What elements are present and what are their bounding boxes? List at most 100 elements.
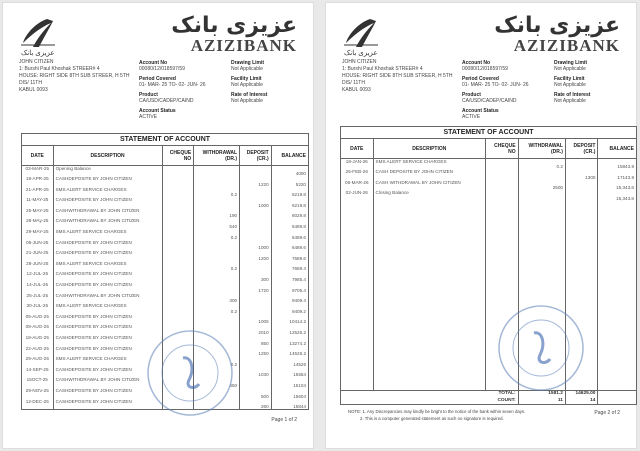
- column-header: WITHDRAWAL (DR.): [193, 145, 241, 166]
- product: CA/USD/CADEP/CAIND: [139, 98, 194, 104]
- table-row: 18-APR-25 CASHDEPOSITE BY JOHN CITIZEN 122…: [21, 176, 310, 187]
- table-row: 14-JUL-25 CASHDEPOSITE BY JOHN CITIZEN 172…: [21, 282, 310, 293]
- table-row: 03-MAR-25 Opening Balance 4000: [21, 165, 310, 177]
- description-cell: CASHWITHDRAWAL BY JOHN CITIZEN: [52, 218, 163, 230]
- balance-cell: 4000: [270, 165, 310, 177]
- date-cell: 29-MAY-25: [21, 229, 54, 240]
- deposit-cell: 2010: [239, 324, 272, 335]
- product: CA/USD/CADEP/CAIND: [462, 98, 517, 104]
- date-cell: 05-AUG-25: [21, 313, 54, 325]
- address-line: 1: Burshi Paul Khoshak STREER# 4: [19, 66, 100, 72]
- deposit-cell: [239, 292, 272, 304]
- description-cell: CASHDEPOSITE BY JOHN CITIZEN: [52, 197, 163, 208]
- cheque-no-cell: [161, 197, 195, 208]
- cheque-no-cell: [161, 229, 195, 240]
- date-cell: 18-JAN-26: [340, 158, 374, 170]
- product-label: Product: [139, 92, 158, 98]
- description-cell: CASHDEPOSITE BY JOHN CITIZEN: [52, 250, 163, 261]
- balance-cell: 14526.2: [270, 345, 310, 357]
- balance-cell: 10414.2: [270, 313, 310, 325]
- date-cell: 02-JUN-26: [340, 190, 374, 201]
- deposit-cell: [239, 260, 272, 272]
- drawing-limit: Not Applicable: [231, 66, 263, 72]
- cheque-no-cell: [161, 260, 195, 272]
- deposit-cell: 300: [239, 271, 272, 283]
- limits-info: Drawing Limit Not Applicable Facility Lim…: [554, 60, 590, 108]
- count-withdrawal: 11: [517, 397, 566, 406]
- address-line: KABUL 0093: [342, 87, 371, 93]
- deposit-cell: 1200: [239, 250, 272, 261]
- deposit-cell: [564, 158, 599, 170]
- description-cell: CASHDEPOSITE BY JOHN CITIZEN: [52, 345, 163, 357]
- table-row: 30-JUL-25 SMS ALERT SERVICE CHARGES 0.2 940…: [21, 303, 310, 314]
- withdrawal-cell: [193, 387, 241, 399]
- balance-cell: 15604: [270, 387, 310, 399]
- deposit-cell: [239, 207, 272, 219]
- withdrawal-cell: [517, 169, 566, 180]
- description-cell: CASHDEPOSITE BY JOHN CITIZEN: [52, 324, 163, 335]
- column-header: DEPOSIT (CR.): [239, 145, 272, 166]
- product-label: Product: [462, 92, 481, 98]
- table-row: 21-JUN-25 CASHDEPOSITE BY JOHN CITIZEN 120…: [21, 250, 310, 261]
- withdrawal-cell: 300: [193, 292, 241, 304]
- note-2: 2. This is a computer generated statemen…: [360, 416, 504, 421]
- rate-label: Rate of Interest: [231, 92, 268, 98]
- column-header: DATE: [340, 138, 374, 159]
- table-row: 21-APR-25 SMS ALERT SERVICE CHARGES 0.2 521…: [21, 186, 310, 198]
- deposit-cell: 850: [239, 335, 272, 346]
- description-cell: CASHDEPOSITE BY JOHN CITIZEN: [52, 282, 163, 293]
- withdrawal-cell: [193, 313, 241, 325]
- account-info: Account No 00080/12/018597/59 Period Cove…: [139, 60, 206, 124]
- cheque-no-cell: [485, 190, 519, 201]
- balance-cell: 6029.8: [270, 207, 310, 219]
- statement-table: STATEMENT OF ACCOUNT DATE DESCRIPTION CHEQU…: [340, 126, 637, 406]
- address-line: DIS/ 11TH: [19, 80, 42, 86]
- table-row: 05-JUN-25 CASHDEPOSITE BY JOHN CITIZEN 100…: [21, 239, 310, 251]
- table-row: 05-AUG-25 CASHDEPOSITE BY JOHN CITIZEN 100…: [21, 313, 310, 325]
- column-header: WITHDRAWAL (DR.): [517, 138, 566, 159]
- bank-name-english: AZIZIBANK: [513, 36, 620, 55]
- withdrawal-cell: [193, 282, 241, 293]
- table-row: 29-NOV-25 CASHDEPOSITE BY JOHN CITIZEN 500…: [21, 387, 310, 399]
- deposit-cell: 1300: [564, 169, 599, 180]
- withdrawal-cell: [517, 190, 566, 201]
- withdrawal-cell: 0.2: [193, 186, 241, 198]
- deposit-cell: [239, 377, 272, 388]
- customer-name: JOHN CITIZEN: [19, 59, 54, 65]
- withdrawal-cell: [193, 345, 241, 357]
- bank-stamp-icon: [498, 305, 584, 391]
- date-cell: 18-APR-25: [21, 176, 54, 187]
- rate-label: Rate of Interest: [554, 92, 591, 98]
- deposit-cell: 260: [239, 398, 272, 410]
- account-no-label: Account No: [462, 60, 491, 66]
- account-no: 00080/12/018597/59: [462, 66, 508, 72]
- withdrawal-cell: 190: [193, 207, 241, 219]
- customer-address: JOHN CITIZEN 1: Burshi Paul Khoshak STRE…: [342, 59, 452, 94]
- balance-cell: 15844: [270, 398, 310, 410]
- description-cell: CASH DEPOSITE BY JOHN CITIZEN: [372, 169, 487, 180]
- address-line: HOUSE: RIGHT SIDE 8TH SUB STREER, H 5TH: [19, 73, 130, 79]
- customer-address: JOHN CITIZEN 1: Burshi Paul Khoshak STRE…: [19, 59, 129, 94]
- balance-cell: 5220: [270, 176, 310, 187]
- description-cell: SMS ALERT SERVICE CHARGES: [52, 303, 163, 314]
- date-cell: 25-MAY-25: [21, 207, 54, 219]
- table-row: 28-MAy-25 CASHWITHDRAWAL BY JOHN CITIZEN 5…: [21, 218, 310, 230]
- table-row: 06-MAR-26 CASH WITHDRAWAL BY JOHN CITIZEN…: [340, 179, 637, 191]
- account-info: Account No 00080/12/018597/59 Period Cove…: [462, 60, 529, 124]
- cheque-no-cell: [161, 313, 195, 325]
- column-header: DEPOSIT (CR.): [564, 138, 599, 159]
- deposit-cell: [564, 190, 599, 201]
- description-cell: CASHWITHDRAWAL BY JOHN CITIZEN: [52, 377, 163, 388]
- statement-page-1: عزيزی بانک عزيزی بانک AZIZIBANK JOHN CIT…: [2, 2, 314, 449]
- description-cell: CASHDEPOSITE BY JOHN CITIZEN: [52, 239, 163, 251]
- balance-cell: 6489.6: [270, 239, 310, 251]
- table-row: 11-MAY-25 CASHDEPOSITE BY JOHN CITIZEN 100…: [21, 197, 310, 208]
- status-label: Account Status: [462, 108, 499, 114]
- cheque-no-cell: [161, 165, 195, 177]
- cheque-no-cell: [161, 176, 195, 187]
- balance-cell: 5489.8: [270, 218, 310, 230]
- bank-logo-icon: عزيزی بانک: [21, 19, 55, 57]
- date-cell: 21-JUN-25: [21, 250, 54, 261]
- period-label: Period Covered: [462, 76, 499, 82]
- description-cell: CASHDEPOSITE BY JOHN CITIZEN: [52, 313, 163, 325]
